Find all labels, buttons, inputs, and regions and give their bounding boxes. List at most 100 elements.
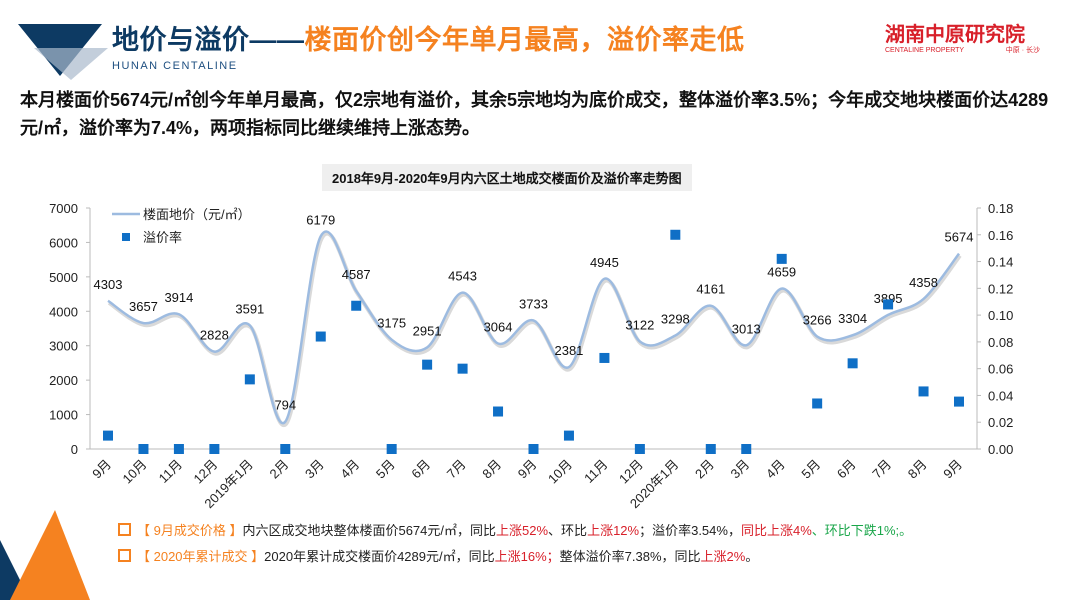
bullet-square-icon bbox=[118, 523, 131, 536]
premium-rate-marker bbox=[457, 363, 468, 374]
right-tick-label: 0.02 bbox=[988, 415, 1013, 430]
right-tick-label: 0.00 bbox=[988, 442, 1013, 457]
premium-rate-marker bbox=[776, 253, 787, 264]
premium-rate-marker bbox=[493, 406, 504, 417]
data-label: 4659 bbox=[767, 265, 796, 280]
data-label: 2951 bbox=[413, 323, 442, 338]
note-label: 【 9月成交价格 】 bbox=[137, 523, 243, 538]
premium-rate-marker bbox=[812, 398, 823, 409]
left-tick-label: 5000 bbox=[49, 270, 78, 285]
note-segment: 同比上涨4% bbox=[740, 523, 812, 538]
note-segment: 上涨16%； bbox=[494, 549, 560, 564]
premium-rate-marker bbox=[847, 358, 858, 369]
data-label: 3013 bbox=[732, 321, 761, 336]
data-label: 3591 bbox=[235, 301, 264, 316]
data-label: 3064 bbox=[484, 320, 513, 335]
corner-decoration bbox=[0, 510, 90, 600]
subtitle: HUNAN CENTALINE bbox=[112, 60, 238, 72]
data-label: 3298 bbox=[661, 311, 690, 326]
note-segment: 、环比 bbox=[548, 523, 588, 538]
premium-rate-marker bbox=[422, 359, 433, 370]
x-tick-label: 8月 bbox=[479, 457, 504, 482]
data-label: 794 bbox=[274, 398, 296, 413]
premium-rate-marker bbox=[705, 444, 716, 454]
data-label: 3733 bbox=[519, 296, 548, 311]
premium-rate-marker bbox=[741, 444, 752, 454]
right-tick-label: 0.04 bbox=[988, 388, 1013, 403]
left-tick-label: 1000 bbox=[49, 408, 78, 423]
slide-title: 地价与溢价——楼面价创今年单月最高，溢价率走低 bbox=[112, 18, 745, 57]
data-label: 6179 bbox=[306, 212, 335, 227]
x-tick-label: 9月 bbox=[89, 457, 114, 482]
left-tick-label: 7000 bbox=[49, 201, 78, 216]
data-label: 3914 bbox=[164, 290, 193, 305]
premium-rate-marker bbox=[670, 229, 681, 240]
note-segment: ；溢价率3.54%， bbox=[639, 523, 741, 538]
premium-rate-marker bbox=[315, 331, 326, 342]
note-segment: 上涨12% bbox=[587, 523, 640, 538]
premium-rate-marker bbox=[244, 374, 255, 385]
note-segment: 内六区成交地块整体楼面价5674元/㎡，同比 bbox=[242, 523, 497, 538]
note-label: 【 2020年累计成交 】 bbox=[137, 549, 265, 564]
data-label: 3895 bbox=[874, 291, 903, 306]
note-segment: 、环比下跌1%;。 bbox=[811, 523, 913, 538]
note-segment: 。 bbox=[745, 549, 759, 564]
series-line-land-price bbox=[107, 230, 960, 425]
left-tick-label: 2000 bbox=[49, 373, 78, 388]
x-tick-label: 11月 bbox=[581, 457, 610, 486]
data-label: 3175 bbox=[377, 316, 406, 331]
legend-premium-rate: 溢价率 bbox=[143, 230, 182, 245]
right-tick-label: 0.16 bbox=[988, 228, 1013, 243]
chart-title: 2018年9月-2020年9月内六区土地成交楼面价及溢价率走势图 bbox=[322, 164, 692, 191]
right-tick-label: 0.14 bbox=[988, 255, 1013, 270]
x-tick-label: 2月 bbox=[692, 457, 717, 482]
title-main: 地价与溢价—— bbox=[112, 25, 305, 55]
note-segment: 上涨2% bbox=[700, 549, 746, 564]
data-label: 4303 bbox=[94, 277, 123, 292]
x-tick-label: 8月 bbox=[905, 457, 930, 482]
x-tick-label: 5月 bbox=[373, 457, 398, 482]
x-tick-label: 6月 bbox=[408, 457, 433, 482]
note-segment: 整体溢价率7.38%，同比 bbox=[559, 549, 701, 564]
left-tick-label: 6000 bbox=[49, 235, 78, 250]
x-tick-label: 6月 bbox=[834, 457, 859, 482]
x-tick-label: 4月 bbox=[337, 457, 362, 482]
note-segment: 上涨52% bbox=[496, 523, 549, 538]
premium-rate-marker bbox=[599, 352, 610, 363]
legend-square-icon bbox=[122, 233, 130, 241]
premium-rate-marker bbox=[883, 299, 894, 310]
data-label: 4945 bbox=[590, 255, 619, 270]
x-tick-label: 7月 bbox=[444, 457, 469, 482]
premium-rate-marker bbox=[954, 396, 964, 407]
x-tick-label: 12月 bbox=[616, 457, 646, 487]
brand-logo: 湖南中原研究院 CENTALINE PROPERTY 中原 · 长沙 bbox=[885, 18, 1060, 54]
x-tick-label: 9月 bbox=[940, 457, 965, 482]
x-tick-label: 10月 bbox=[545, 457, 575, 487]
brand-en: CENTALINE PROPERTY bbox=[885, 47, 965, 54]
data-label: 4161 bbox=[696, 282, 725, 297]
x-tick-label: 3月 bbox=[727, 457, 752, 482]
x-tick-label: 2月 bbox=[266, 457, 291, 482]
x-tick-label: 5月 bbox=[798, 457, 823, 482]
left-tick-label: 4000 bbox=[49, 304, 78, 319]
brand-name: 湖南中原研究院 bbox=[885, 24, 1025, 46]
premium-rate-marker bbox=[351, 300, 362, 311]
data-label: 3266 bbox=[803, 313, 832, 328]
premium-rate-marker bbox=[563, 430, 574, 441]
premium-rate-marker bbox=[634, 444, 645, 454]
lead-text: 本月楼面价5674元/㎡创今年单月最高，仅2宗地有溢价，其余5宗地均为底价成交，… bbox=[20, 90, 1049, 138]
data-label: 3657 bbox=[129, 299, 158, 314]
premium-rate-marker bbox=[528, 444, 539, 454]
title-accent: 楼面价创今年单月最高，溢价率走低 bbox=[304, 25, 745, 55]
legend-land-price: 楼面地价（元/㎡） bbox=[143, 207, 251, 222]
chart: 0 1000 2000 3000 4000 5000 6000 7000 0.00 0.02 0.0… bbox=[49, 201, 1013, 510]
brand-city: 中原 · 长沙 bbox=[1005, 47, 1040, 54]
premium-rate-marker bbox=[103, 430, 113, 441]
logo-triangle-icon bbox=[18, 24, 108, 80]
right-tick-label: 0.08 bbox=[988, 335, 1013, 350]
premium-rate-marker bbox=[280, 444, 291, 454]
data-label: 4587 bbox=[342, 267, 371, 282]
right-tick-label: 0.18 bbox=[988, 201, 1013, 216]
x-tick-label: 10月 bbox=[120, 457, 150, 487]
note-segment: 2020年累计成交楼面价4289元/㎡，同比 bbox=[264, 549, 495, 564]
